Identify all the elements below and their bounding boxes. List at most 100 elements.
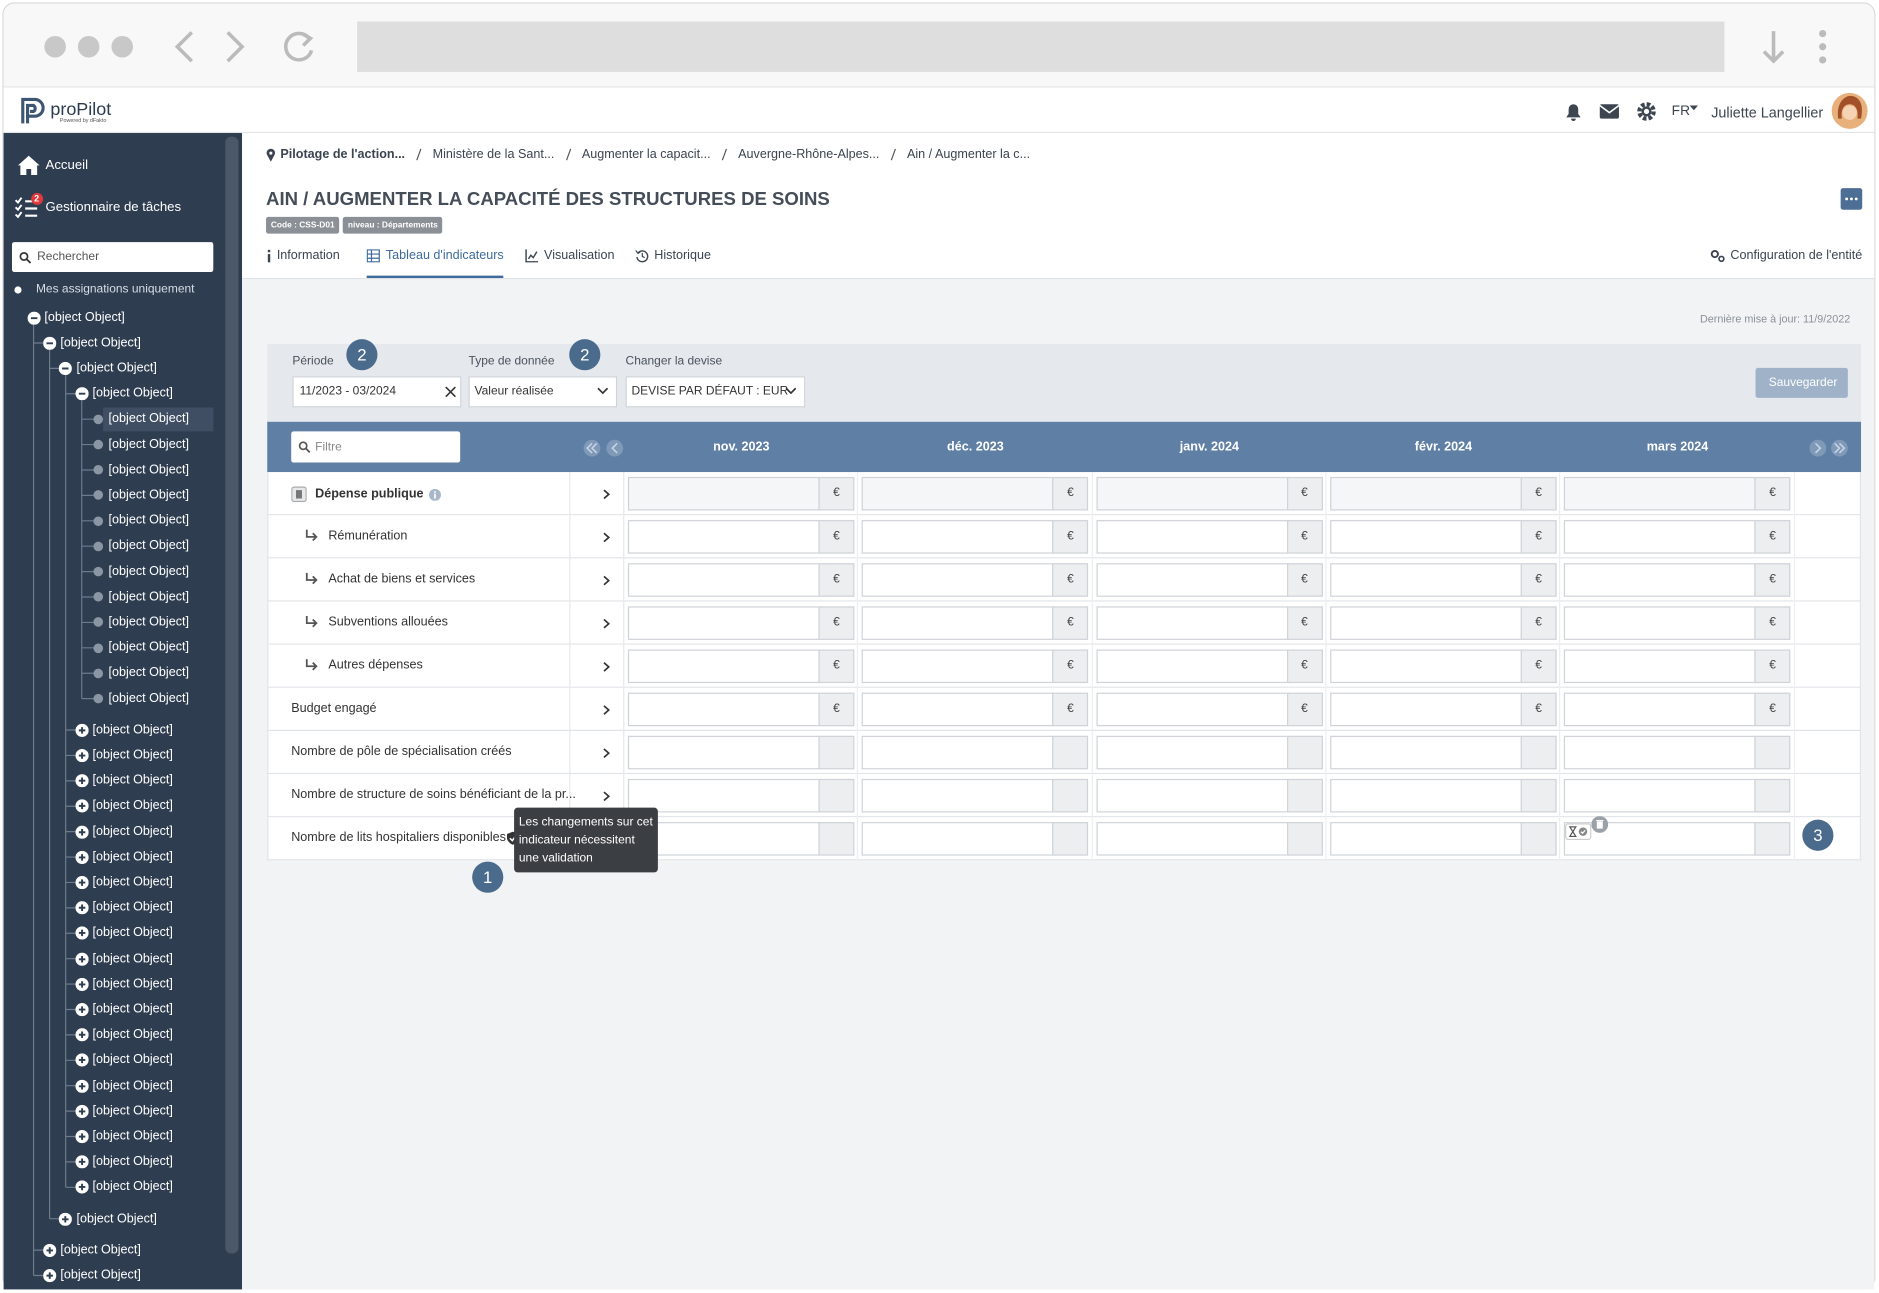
tree-toggle-part[interactable] [78,1107,85,1115]
breadcrumb-item[interactable]: Auvergne-Rhône-Alpes... [738,147,880,162]
tree-toggle[interactable] [75,850,89,864]
table-filter-placeholder[interactable]: Filtre [315,440,342,455]
chevron-line[interactable] [785,387,797,395]
tree-toggle[interactable] [75,1028,89,1042]
tab[interactable]: Information [266,248,340,263]
tree-toggle[interactable] [59,361,73,375]
value-input[interactable] [1095,735,1288,770]
search-icon-part[interactable] [26,258,32,264]
tree-toggle-part[interactable] [78,955,85,962]
breadcrumb-item[interactable]: Pilotage de l'action... [280,147,406,162]
value-input[interactable] [1564,520,1756,554]
value-input[interactable] [1095,649,1288,684]
tree-item[interactable]: [object Object] [60,335,141,350]
tree-item[interactable]: [object Object] [92,1001,173,1017]
value-input[interactable] [1095,563,1288,597]
value-input[interactable] [1564,563,1756,597]
reload-icon[interactable] [283,31,314,62]
tree-toggle-part[interactable] [46,1272,53,1279]
row-expand[interactable] [603,532,610,543]
tree-item[interactable]: [object Object] [92,773,173,788]
filter-option[interactable]: Mes assignations uniquement [35,282,195,296]
tree-toggle[interactable] [75,1104,89,1118]
tab-icon-part[interactable] [636,250,649,263]
tree-toggle[interactable] [75,1129,89,1144]
value-input[interactable] [627,563,820,597]
clear-x[interactable] [445,386,456,398]
tree-item[interactable]: [object Object] [92,722,173,737]
menu-item[interactable]: Accueil [45,158,89,173]
row-expand-part[interactable] [603,662,610,672]
tree-item[interactable]: [object Object] [76,360,157,375]
tree-toggle[interactable] [75,723,89,737]
value-input[interactable] [1330,649,1522,684]
tree-item[interactable]: [object Object] [108,436,190,452]
config-icon[interactable] [1710,249,1726,263]
tree-item[interactable]: [object Object] [92,925,173,940]
breadcrumb-item[interactable]: Ain / Augmenter la c... [906,147,1031,162]
value-input[interactable] [1095,692,1288,727]
tree-item[interactable]: [object Object] [92,950,173,966]
bell-icon[interactable] [1566,104,1581,122]
nav-prev-icon[interactable] [611,442,618,454]
tree-toggle[interactable] [43,1243,57,1257]
row-label-text[interactable]: Nombre de lits hospitaliers disponibles [291,830,506,846]
nav-next-icon[interactable] [1814,442,1822,454]
tab-label[interactable]: Visualisation [544,248,615,263]
nav-first-icon[interactable] [586,442,598,454]
tree-toggle[interactable] [75,1079,89,1093]
value-input[interactable] [627,735,820,770]
row-expand[interactable] [603,575,610,586]
tree-toggle-part[interactable] [46,1246,53,1254]
row-expand-part[interactable] [603,575,610,586]
tab-label[interactable]: Information [276,248,340,263]
tree-item[interactable]: [object Object] [60,1267,141,1283]
avatar-hair[interactable] [1837,95,1862,119]
tree-item[interactable]: [object Object] [108,640,190,655]
tree-toggle-part[interactable] [78,828,85,835]
tree-item[interactable]: [object Object] [92,1103,173,1118]
row-expand[interactable] [603,748,610,759]
tree-item[interactable]: [object Object] [92,1077,173,1093]
tree-item[interactable]: [object Object] [92,976,173,991]
breadcrumb-item[interactable]: Ministère de la Sant... [432,147,555,162]
type-value[interactable]: Valeur réalisée [474,384,554,398]
tree-toggle[interactable] [43,1268,57,1283]
delete-badge-part[interactable] [1597,821,1604,829]
value-input[interactable] [1330,520,1522,554]
breadcrumb-item[interactable]: Augmenter la capacit... [581,147,711,162]
tab[interactable]: Visualisation [525,248,615,263]
tree-toggle[interactable] [75,1180,89,1194]
home-icon-part[interactable] [17,155,40,175]
value-input[interactable] [1330,606,1522,640]
value-input[interactable] [861,476,1054,511]
tree-item[interactable]: [object Object] [108,487,190,502]
gear[interactable] [1710,249,1719,259]
tree-toggle[interactable] [75,875,89,890]
save-text[interactable]: Sauvegarder [1768,376,1838,390]
value-input[interactable] [1564,778,1756,813]
gear-icon[interactable] [1637,102,1656,121]
tree-toggle[interactable] [26,310,41,325]
menu-dot[interactable] [1819,56,1827,64]
handle[interactable] [305,447,311,453]
tree-item[interactable]: [object Object] [92,385,173,401]
tree-item[interactable]: [object Object] [108,513,190,528]
chevron[interactable] [785,387,797,395]
clear-icon[interactable] [445,386,457,398]
value-input[interactable] [1330,563,1522,597]
tree-item[interactable]: [object Object] [92,849,173,864]
tree-toggle-part[interactable] [78,1031,85,1039]
tree-toggle[interactable] [75,952,89,966]
tree-item[interactable]: [object Object] [60,1242,141,1257]
chevron-line[interactable] [597,387,609,395]
chevron[interactable] [597,387,609,395]
sidebar-search-placeholder[interactable]: Rechercher [37,250,100,264]
task-badge[interactable] [31,192,44,205]
tab-icon[interactable] [635,249,649,263]
value-input[interactable] [627,778,820,813]
value-input[interactable] [627,606,820,640]
value-input[interactable] [1095,476,1288,511]
tree-item[interactable]: [object Object] [92,823,173,839]
row-label-text[interactable]: Achat de biens et services [328,571,476,586]
